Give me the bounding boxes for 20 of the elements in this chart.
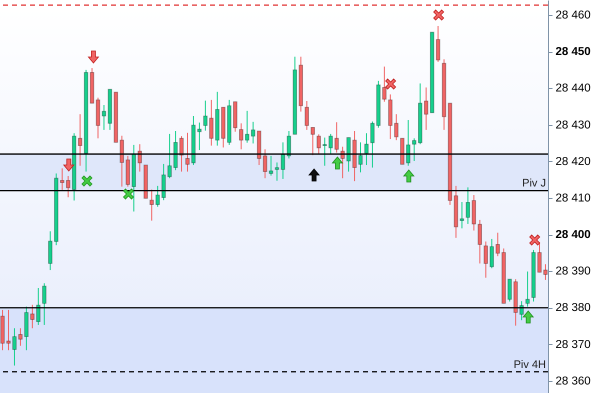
candlestick — [460, 201, 464, 229]
y-tick-label: 28 430 — [556, 119, 591, 132]
y-tick-label: 28 460 — [556, 10, 591, 22]
y-tick-label: 28 400 — [556, 229, 591, 242]
candlestick — [304, 100, 309, 130]
candlestick — [543, 264, 548, 280]
y-tick-label: 28 380 — [556, 302, 591, 314]
y-tick-label: 28 450 — [556, 46, 591, 58]
candlestick — [274, 162, 280, 182]
ref-line-label: Piv J — [522, 178, 546, 190]
y-tick-label: 28 410 — [556, 192, 591, 204]
ref-line-label: Piv 4H — [514, 358, 546, 371]
y-tick-label: 28 370 — [556, 338, 591, 351]
y-tick-label: 28 360 — [556, 375, 591, 388]
y-tick-label: 28 390 — [556, 266, 591, 278]
candlestick — [102, 104, 106, 130]
y-tick-label: 28 440 — [556, 82, 591, 95]
y-tick-label: 28 420 — [556, 156, 591, 168]
candlestick — [12, 328, 17, 366]
candlestick — [537, 242, 542, 273]
